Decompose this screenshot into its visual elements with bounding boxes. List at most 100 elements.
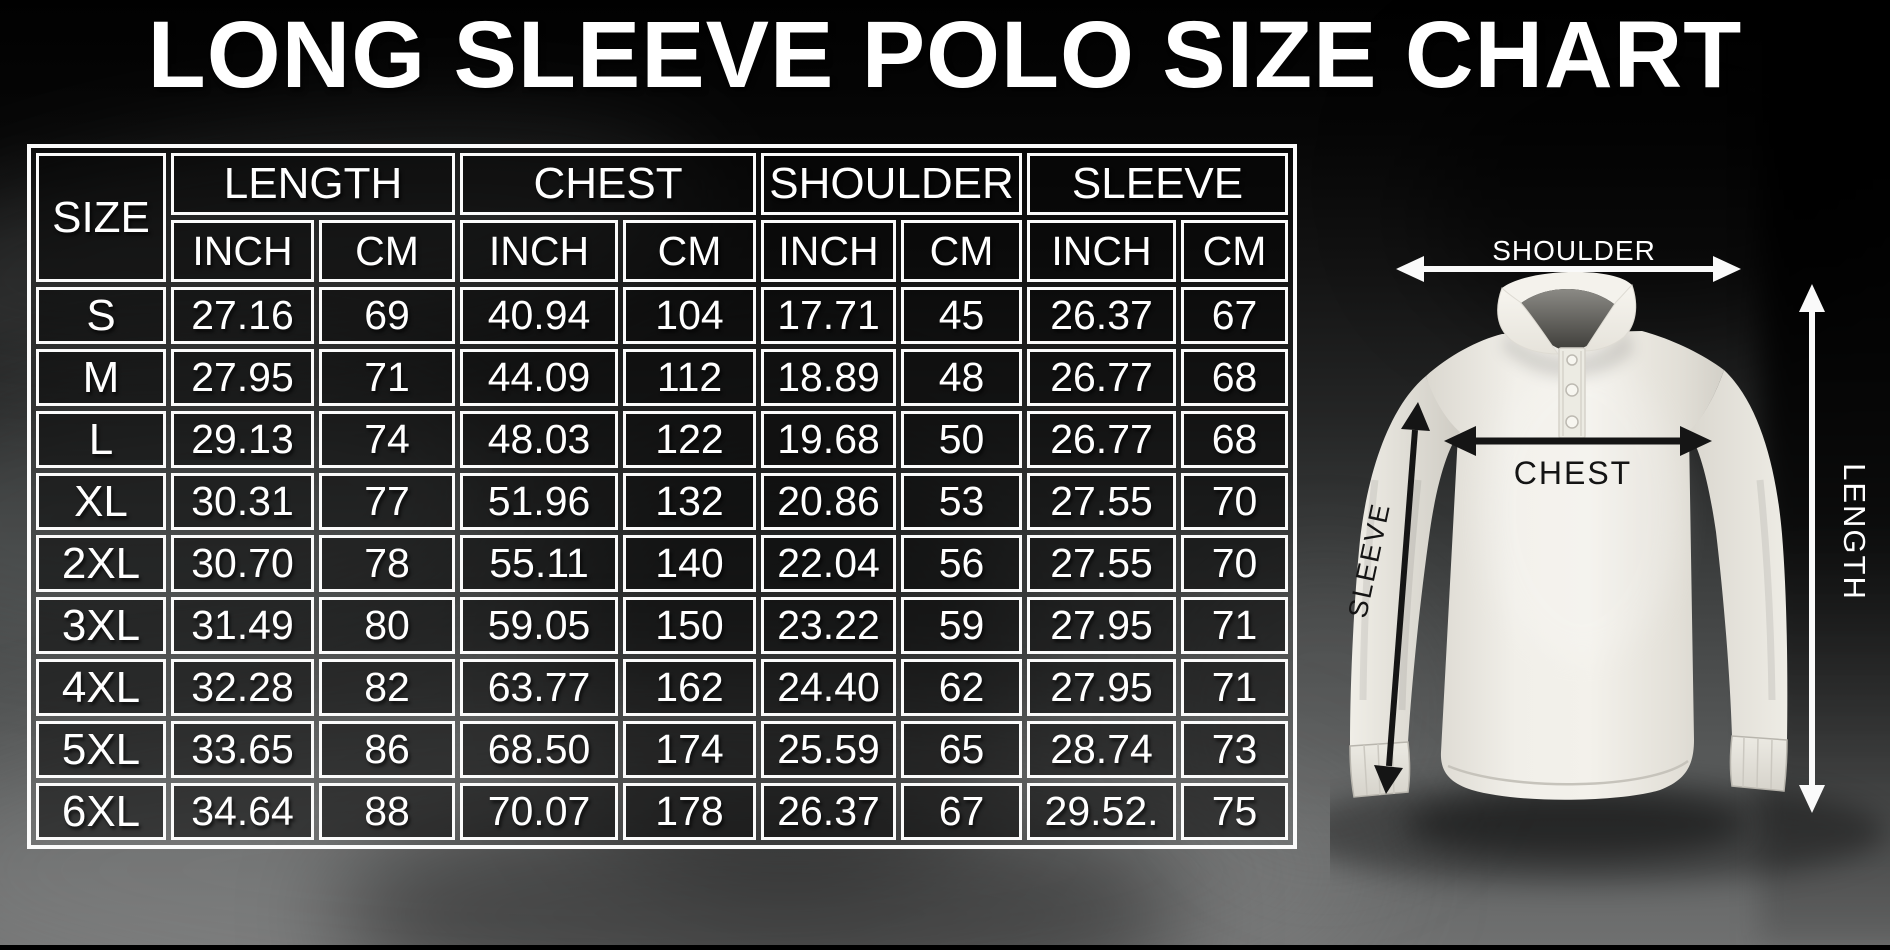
page-title: LONG SLEEVE POLO SIZE CHART: [147, 2, 1743, 108]
value-cell: 80: [319, 597, 456, 654]
value-cell: 74: [319, 411, 456, 468]
value-cell: 65: [901, 721, 1023, 778]
value-cell: 33.65: [171, 721, 314, 778]
table-row: S 27.16 69 40.94 104 17.71 45 26.37 67: [36, 287, 1289, 344]
value-cell: 48.03: [460, 411, 619, 468]
value-cell: 27.95: [1027, 597, 1177, 654]
size-cell: 4XL: [36, 659, 166, 716]
value-cell: 162: [623, 659, 757, 716]
value-cell: 27.95: [1027, 659, 1177, 716]
table-group-header-row: SIZE LENGTH CHEST SHOULDER SLEEVE: [36, 153, 1289, 282]
value-cell: 27.55: [1027, 473, 1177, 530]
header-length-cm: CM: [319, 220, 456, 282]
polo-shirt-illustration: [1349, 271, 1788, 800]
header-sleeve-cm: CM: [1181, 220, 1289, 282]
value-cell: 30.70: [171, 535, 314, 592]
table-units-header-row: INCH CM INCH CM INCH CM INCH CM: [36, 220, 1289, 282]
value-cell: 55.11: [460, 535, 619, 592]
shirt-hem-seam: [1447, 760, 1689, 786]
value-cell: 73: [1181, 721, 1289, 778]
table-row: L 29.13 74 48.03 122 19.68 50 26.77 68: [36, 411, 1289, 468]
header-length-inch: INCH: [171, 220, 314, 282]
table-row: 3XL 31.49 80 59.05 150 23.22 59 27.95 71: [36, 597, 1289, 654]
size-cell: S: [36, 287, 166, 344]
header-size: SIZE: [36, 153, 166, 282]
value-cell: 70.07: [460, 783, 619, 840]
value-cell: 77: [319, 473, 456, 530]
value-cell: 68: [1181, 349, 1289, 406]
header-chest-cm: CM: [623, 220, 757, 282]
table-row: 6XL 34.64 88 70.07 178 26.37 67 29.52. 75: [36, 783, 1289, 840]
button: [1566, 354, 1578, 366]
table-row: 4XL 32.28 82 63.77 162 24.40 62 27.95 71: [36, 659, 1289, 716]
header-shoulder: SHOULDER: [761, 153, 1023, 215]
table-row: XL 30.31 77 51.96 132 20.86 53 27.55 70: [36, 473, 1289, 530]
value-cell: 30.31: [171, 473, 314, 530]
value-cell: 122: [623, 411, 757, 468]
value-cell: 67: [901, 783, 1023, 840]
size-cell: 3XL: [36, 597, 166, 654]
value-cell: 29.52.: [1027, 783, 1177, 840]
polo-shirt-icon: SHOULDER LENGTH CHEST SLEEVE: [1285, 235, 1885, 884]
length-label: LENGTH: [1837, 463, 1872, 601]
size-cell: M: [36, 349, 166, 406]
value-cell: 50: [901, 411, 1023, 468]
size-chart-table: SIZE LENGTH CHEST SHOULDER SLEEVE INCH C…: [27, 144, 1298, 849]
value-cell: 22.04: [761, 535, 897, 592]
header-chest: CHEST: [460, 153, 757, 215]
value-cell: 48: [901, 349, 1023, 406]
value-cell: 82: [319, 659, 456, 716]
header-chest-inch: INCH: [460, 220, 619, 282]
value-cell: 88: [319, 783, 456, 840]
value-cell: 63.77: [460, 659, 619, 716]
size-cell: XL: [36, 473, 166, 530]
value-cell: 19.68: [761, 411, 897, 468]
header-sleeve-inch: INCH: [1027, 220, 1177, 282]
value-cell: 112: [623, 349, 757, 406]
value-cell: 17.71: [761, 287, 897, 344]
value-cell: 70: [1181, 535, 1289, 592]
collar-left-flap: [1497, 287, 1559, 355]
chest-highlight: [1482, 360, 1682, 660]
value-cell: 178: [623, 783, 757, 840]
collar-back: [1502, 271, 1632, 304]
button: [1565, 383, 1579, 397]
value-cell: 40.94: [460, 287, 619, 344]
shirt-right-sleeve: [1688, 370, 1788, 740]
value-cell: 68.50: [460, 721, 619, 778]
value-cell: 44.09: [460, 349, 619, 406]
header-shoulder-cm: CM: [901, 220, 1023, 282]
value-cell: 71: [1181, 597, 1289, 654]
value-cell: 75: [1181, 783, 1289, 840]
shirt-right-cuff-ribs: [1742, 736, 1773, 790]
value-cell: 25.59: [761, 721, 897, 778]
header-length: LENGTH: [171, 153, 456, 215]
collar-shadow: [1502, 326, 1634, 378]
value-cell: 71: [319, 349, 456, 406]
size-cell: 5XL: [36, 721, 166, 778]
header-sleeve: SLEEVE: [1027, 153, 1289, 215]
value-cell: 51.96: [460, 473, 619, 530]
value-cell: 174: [623, 721, 757, 778]
value-cell: 32.28: [171, 659, 314, 716]
length-arrow: [1799, 284, 1825, 813]
value-cell: 70: [1181, 473, 1289, 530]
value-cell: 26.77: [1027, 349, 1177, 406]
shoulder-label: SHOULDER: [1492, 235, 1656, 266]
value-cell: 86: [319, 721, 456, 778]
value-cell: 45: [901, 287, 1023, 344]
header-shoulder-inch: INCH: [761, 220, 897, 282]
value-cell: 71: [1181, 659, 1289, 716]
size-cell: 2XL: [36, 535, 166, 592]
value-cell: 56: [901, 535, 1023, 592]
value-cell: 59: [901, 597, 1023, 654]
value-cell: 59.05: [460, 597, 619, 654]
shirt-right-cuff: [1729, 735, 1788, 792]
value-cell: 34.64: [171, 783, 314, 840]
value-cell: 140: [623, 535, 757, 592]
sleeve-arrow: [1374, 402, 1430, 794]
value-cell: 26.77: [1027, 411, 1177, 468]
value-cell: 53: [901, 473, 1023, 530]
table-row: M 27.95 71 44.09 112 18.89 48 26.77 68: [36, 349, 1289, 406]
